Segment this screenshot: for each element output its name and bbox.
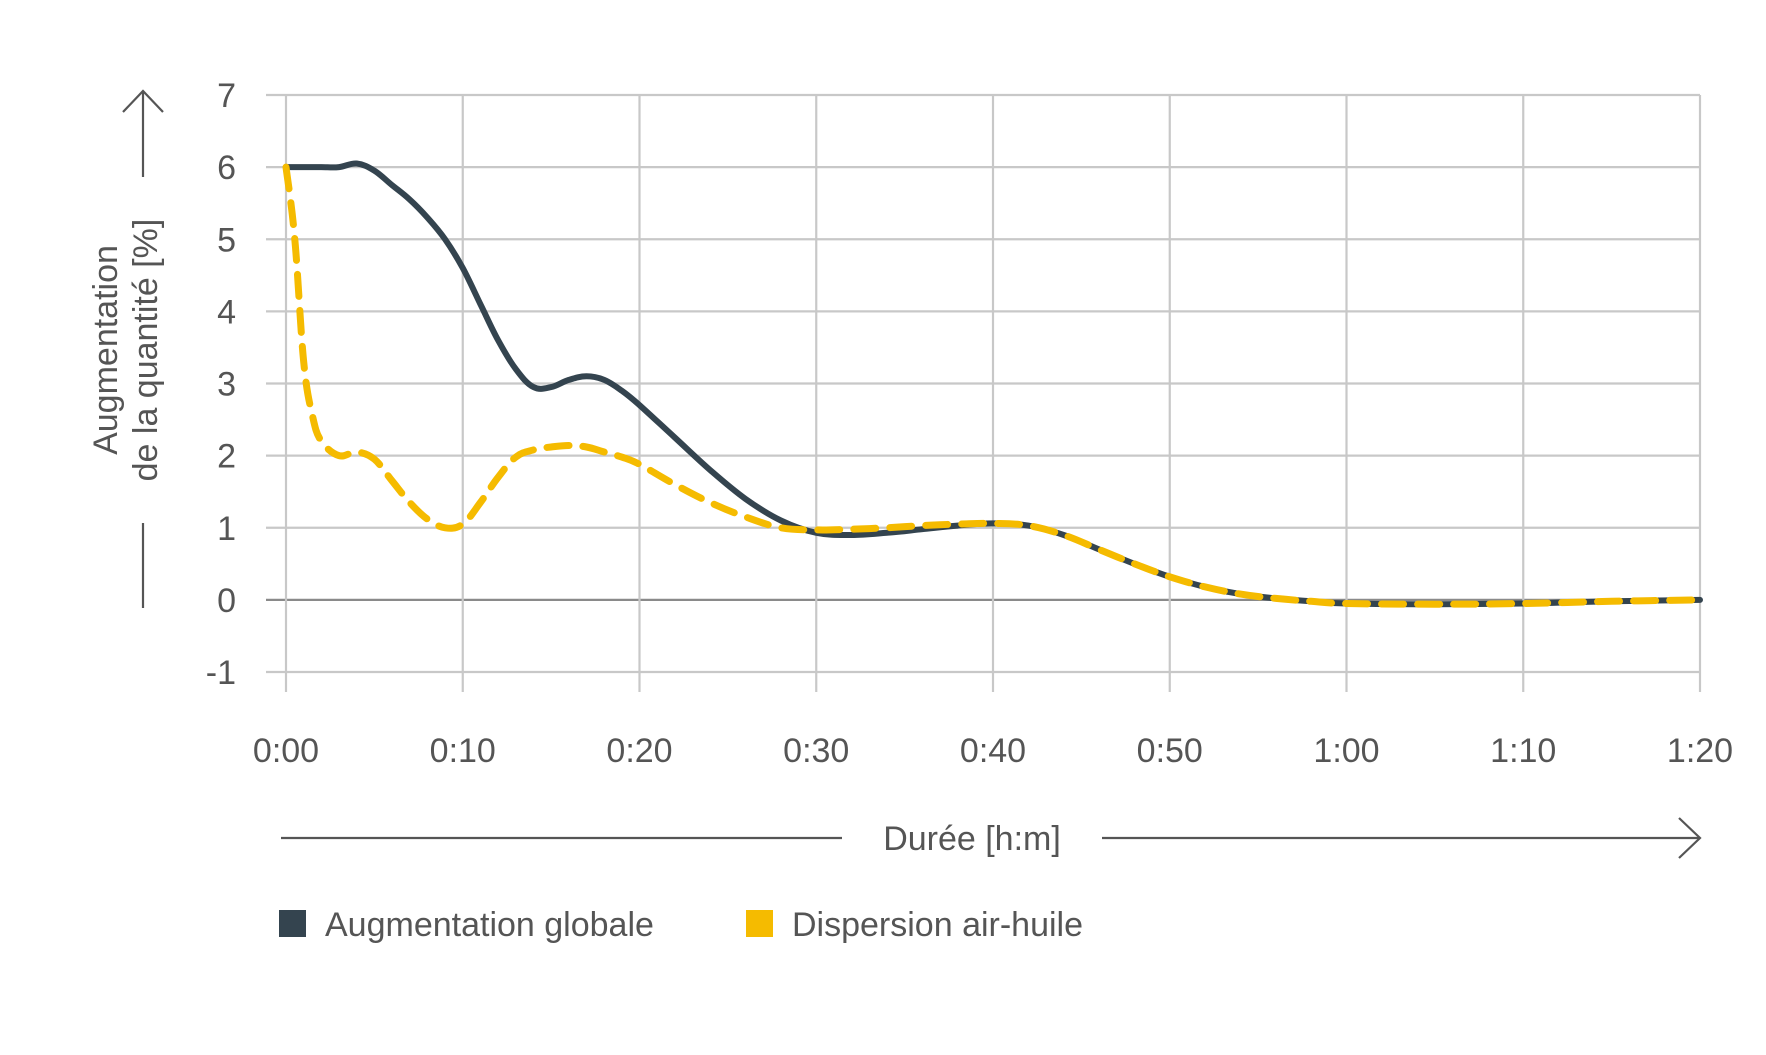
series (282, 160, 1704, 608)
x-axis-arrowhead-icon (1678, 817, 1702, 859)
y-axis-title-line2: de la quantité [%] (127, 219, 165, 482)
x-tick-label: 0:40 (960, 732, 1026, 770)
x-tick-label: 0:00 (253, 732, 319, 770)
legend-label-dispersion-air-huile: Dispersion air-huile (792, 906, 1083, 944)
y-tick-label: 5 (217, 221, 236, 259)
x-axis-title: Durée [h:m] (883, 820, 1061, 858)
y-tick-label: 2 (217, 438, 236, 476)
y-axis-ticks: 7 6 5 4 3 2 1 0 -1 (206, 77, 236, 692)
y-tick-label: 7 (217, 77, 236, 115)
x-tick-label: 0:20 (606, 732, 672, 770)
y-axis-title-group: Augmentation de la quantité [%] (87, 89, 165, 608)
x-tick-label: 0:30 (783, 732, 849, 770)
x-axis-ticks: 0:00 0:10 0:20 0:30 0:40 0:50 1:00 1:10 1:20 (253, 732, 1733, 770)
y-tick-label: 6 (217, 149, 236, 187)
x-tick-label: 0:10 (430, 732, 496, 770)
y-axis-title-line1: Augmentation (87, 245, 125, 455)
legend-label-augmentation-globale: Augmentation globale (325, 906, 654, 944)
legend: Augmentation globale Dispersion air-huil… (279, 906, 1083, 944)
x-tick-label: 1:10 (1490, 732, 1556, 770)
y-tick-label: 3 (217, 366, 236, 404)
x-tick-label: 1:20 (1667, 732, 1733, 770)
x-axis-title-group: Durée [h:m] (281, 817, 1702, 859)
legend-swatch-dispersion-air-huile (746, 910, 773, 937)
y-axis-arrowhead-icon (122, 89, 164, 113)
y-tick-label: 4 (217, 293, 236, 331)
x-tick-label: 0:50 (1137, 732, 1203, 770)
y-tick-label: 1 (217, 510, 236, 548)
legend-swatch-augmentation-globale (279, 910, 306, 937)
y-tick-label: 0 (217, 582, 236, 620)
series-line-dispersion-air-huile (282, 163, 1704, 608)
y-tick-label: -1 (206, 654, 236, 692)
x-tick-label: 1:00 (1313, 732, 1379, 770)
grid (266, 93, 1702, 692)
